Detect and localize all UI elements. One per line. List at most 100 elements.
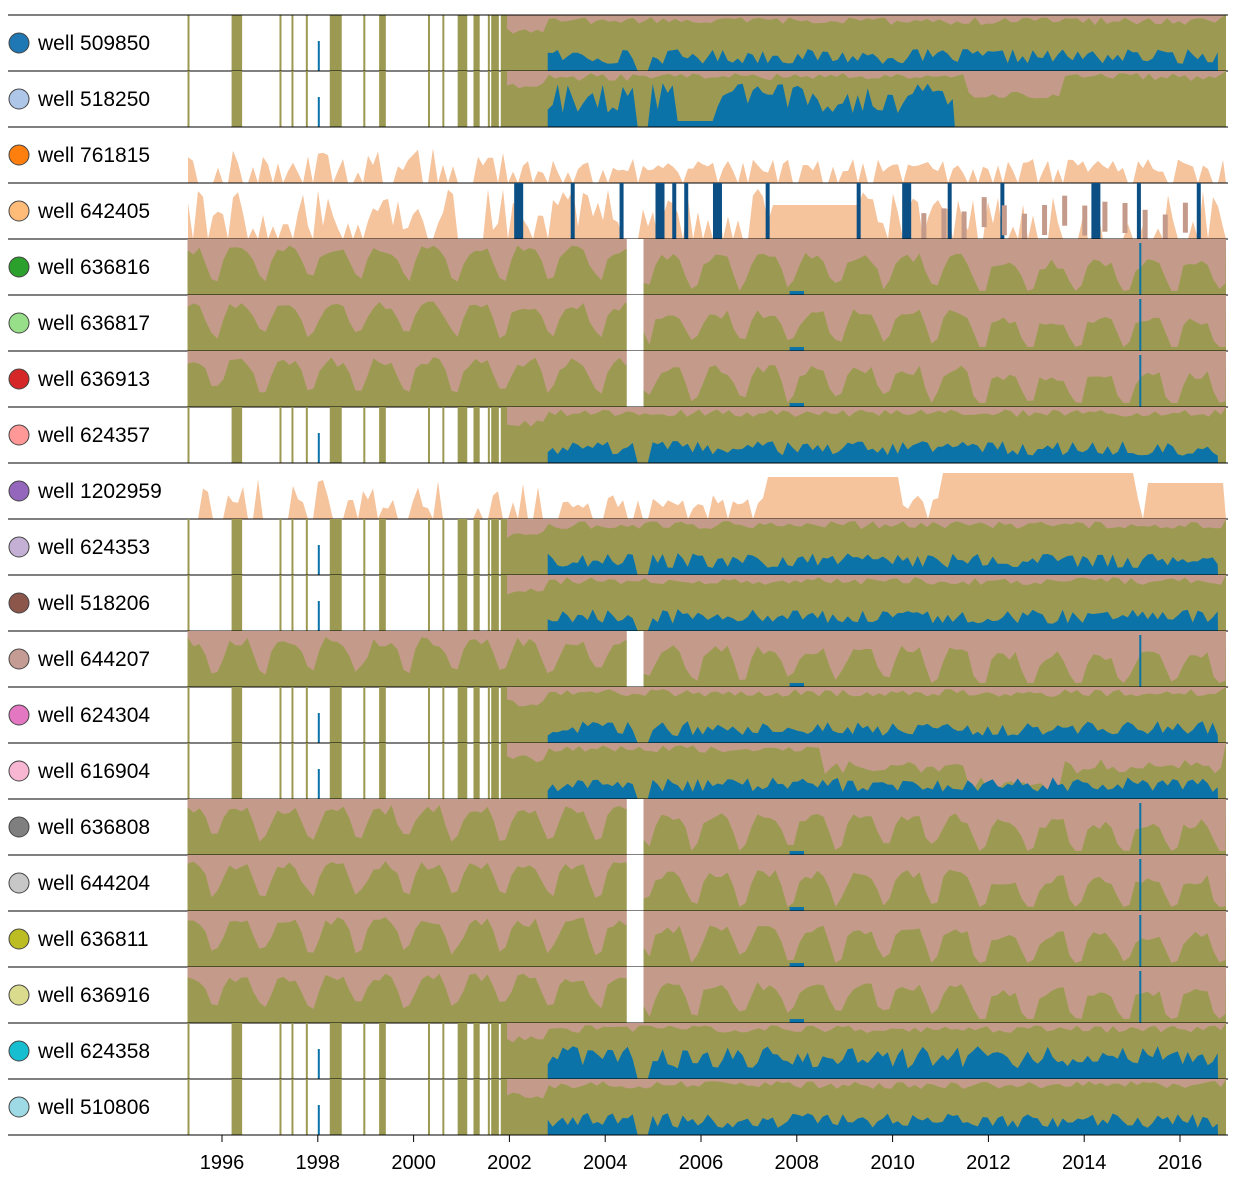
blue-spike <box>1139 355 1142 407</box>
blue-area <box>547 609 1218 631</box>
olive-bar <box>231 71 243 127</box>
olive-bar <box>231 519 243 575</box>
well-row: well 624353 <box>8 519 1228 576</box>
pink-bar <box>1102 201 1108 232</box>
olive-bar <box>473 687 480 743</box>
well-row: well 636916 <box>8 967 1228 1024</box>
pink-area <box>187 631 1226 683</box>
olive-bar <box>491 15 499 71</box>
olive-bar <box>442 1079 445 1135</box>
legend-swatch <box>8 144 30 166</box>
blue-bar <box>672 183 677 239</box>
blue-spike <box>1139 299 1142 351</box>
blue-area <box>547 1113 1218 1135</box>
blue-spike <box>317 1105 320 1135</box>
x-tick-label: 2016 <box>1158 1152 1203 1174</box>
blue-bar <box>1196 183 1201 239</box>
olive-bar <box>442 575 445 631</box>
legend-swatch <box>8 704 30 726</box>
blue-area <box>789 907 804 911</box>
olive-bar <box>379 1079 386 1135</box>
olive-bar <box>187 519 190 575</box>
olive-bar <box>187 687 190 743</box>
olive-bar <box>491 71 499 127</box>
olive-bar <box>305 1023 308 1079</box>
blue-area <box>789 291 804 295</box>
x-tick-label: 1998 <box>296 1152 341 1174</box>
olive-bar <box>500 15 508 71</box>
olive-bar <box>442 743 445 799</box>
x-tick-label: 2010 <box>870 1152 915 1174</box>
olive-bar <box>291 71 294 127</box>
olive-bar <box>473 407 480 463</box>
olive-bar <box>363 687 366 743</box>
pink-area <box>187 351 1226 403</box>
row-label: well 510806 <box>37 1096 150 1119</box>
olive-bar <box>291 407 294 463</box>
olive-bar <box>473 519 480 575</box>
x-tick-label: 2008 <box>775 1152 820 1174</box>
row-label: well 642405 <box>37 200 150 223</box>
olive-bar <box>329 407 342 463</box>
blue-area <box>547 441 1218 463</box>
olive-bar <box>305 687 308 743</box>
blue-area <box>789 1019 804 1023</box>
olive-bar <box>473 71 480 127</box>
legend-swatch <box>8 648 30 670</box>
row-label: well 636916 <box>37 984 150 1007</box>
data-gap <box>626 855 644 911</box>
pink-bar <box>1062 195 1068 226</box>
olive-bar <box>487 519 490 575</box>
blue-area <box>547 721 1218 743</box>
legend-swatch <box>8 312 30 334</box>
olive-bar <box>442 407 445 463</box>
well-row: well 761815 <box>8 144 1228 184</box>
pink-bar <box>1021 213 1027 244</box>
olive-bar <box>379 15 386 71</box>
blue-area <box>547 49 1218 71</box>
peach-area <box>188 148 1226 183</box>
well-row: well 510806 <box>8 1079 1228 1136</box>
olive-bar <box>487 15 490 71</box>
olive-bar <box>427 575 430 631</box>
legend-swatch <box>8 480 30 502</box>
olive-bar <box>442 71 445 127</box>
data-gap <box>626 967 644 1023</box>
x-tick-label: 2014 <box>1062 1152 1107 1174</box>
pink-area <box>187 967 1226 1019</box>
x-tick-label: 2002 <box>487 1152 532 1174</box>
blue-spike <box>317 545 320 575</box>
olive-bar <box>329 575 342 631</box>
olive-bar <box>457 743 468 799</box>
olive-bar <box>305 1079 308 1135</box>
olive-bar <box>442 687 445 743</box>
x-tick-label: 2004 <box>583 1152 628 1174</box>
well-row: well 636808 <box>8 799 1228 856</box>
olive-bar <box>427 519 430 575</box>
olive-bar <box>491 575 499 631</box>
blue-area <box>547 83 955 127</box>
blue-spike <box>1139 803 1142 855</box>
olive-bar <box>442 519 445 575</box>
olive-bar <box>500 519 508 575</box>
olive-bar <box>291 519 294 575</box>
olive-bar <box>231 1079 243 1135</box>
pink-area <box>507 1079 1226 1099</box>
x-tick-label: 1996 <box>200 1152 245 1174</box>
olive-bar <box>231 15 243 71</box>
olive-bar <box>363 519 366 575</box>
pink-bar <box>1142 209 1148 240</box>
row-label: well 636816 <box>37 256 150 279</box>
olive-bar <box>457 15 468 71</box>
legend-swatch <box>8 816 30 838</box>
olive-bar <box>291 687 294 743</box>
olive-bar <box>231 407 243 463</box>
blue-bar <box>570 183 575 239</box>
olive-bar <box>427 1023 430 1079</box>
pink-area <box>187 911 1226 963</box>
olive-bar <box>329 1079 342 1135</box>
pink-bar <box>921 213 927 244</box>
olive-bar <box>187 575 190 631</box>
row-label: well 644207 <box>37 648 150 671</box>
blue-area <box>789 403 804 407</box>
